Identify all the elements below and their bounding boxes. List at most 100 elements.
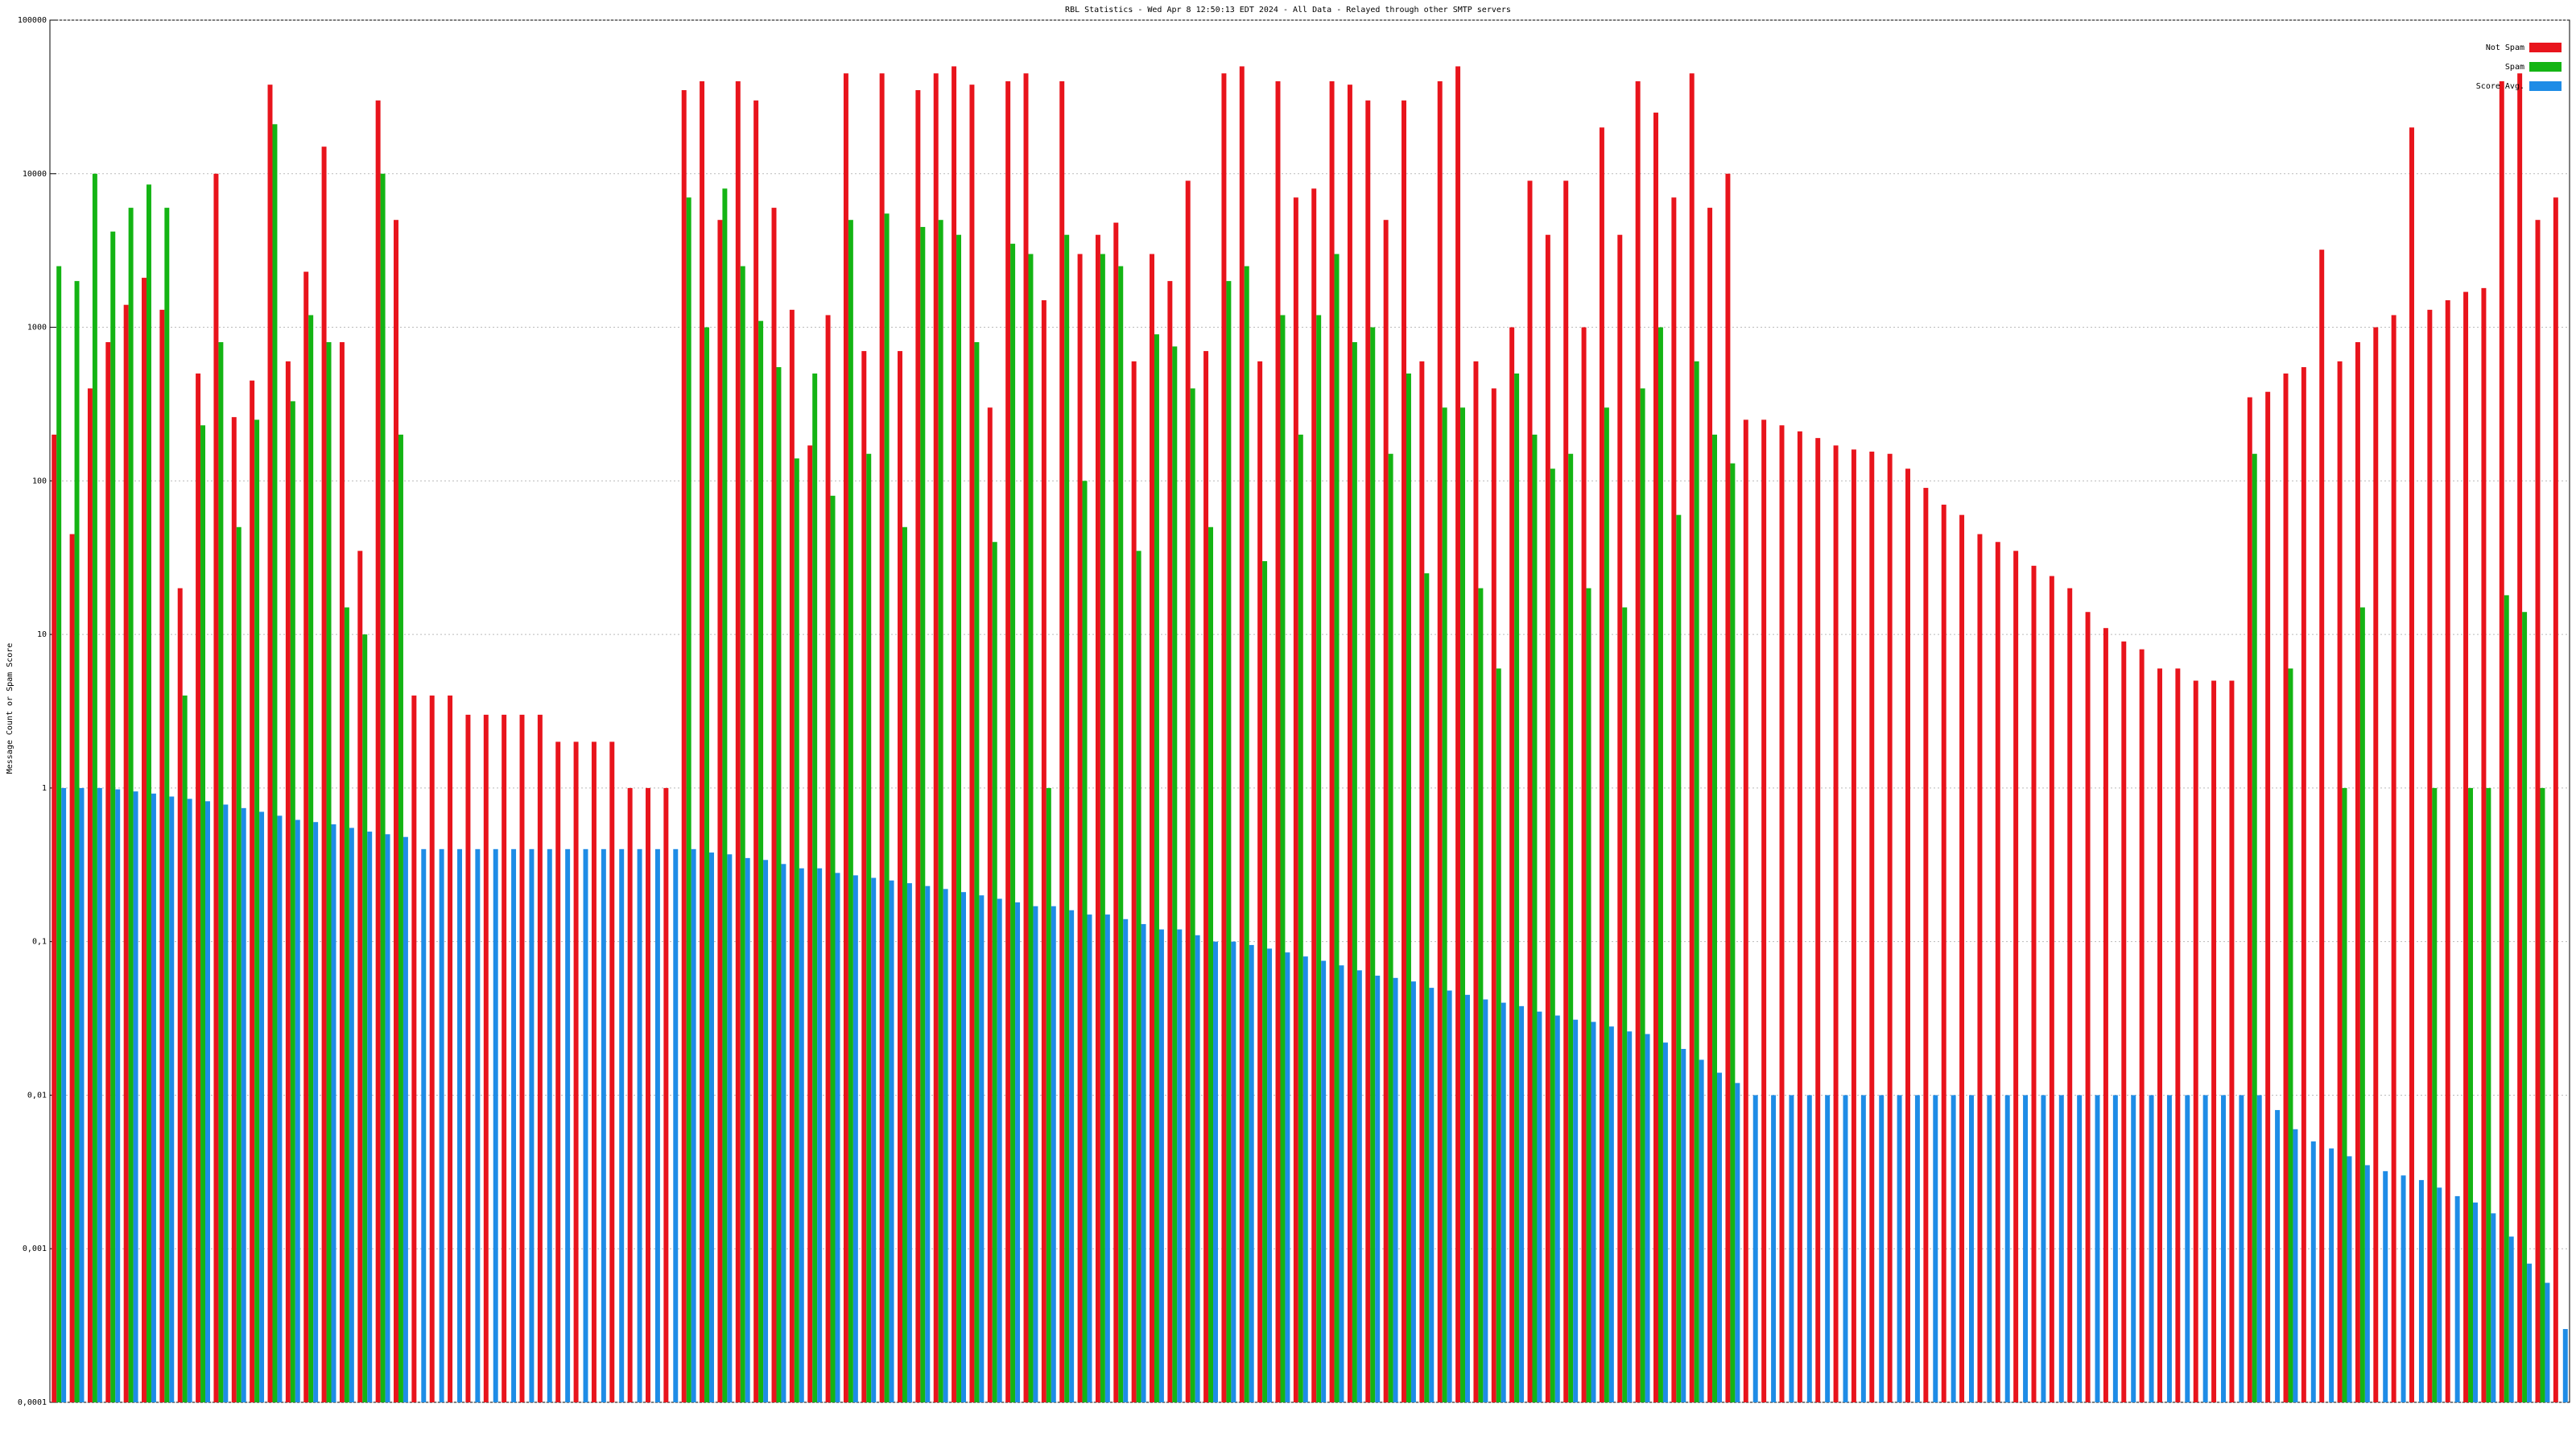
bar (2288, 668, 2293, 1402)
bar (92, 173, 97, 1402)
bar (2265, 391, 2271, 1402)
bar (1437, 80, 1443, 1403)
bar (2540, 787, 2545, 1402)
bar (2508, 1236, 2514, 1402)
bar (2337, 361, 2343, 1402)
bar (771, 208, 777, 1403)
bar (2527, 1263, 2533, 1402)
bar (1082, 481, 1088, 1403)
bar (1005, 80, 1011, 1403)
bar (362, 634, 368, 1402)
legend-swatch (2529, 43, 2562, 52)
bar (1496, 668, 1501, 1402)
bar (1208, 526, 1214, 1402)
bar (961, 892, 966, 1402)
bar (1406, 373, 1411, 1403)
bar (1851, 449, 1856, 1402)
legend-label: Score Avg. (2476, 82, 2524, 91)
bar (1095, 234, 1100, 1402)
bar (1815, 438, 1821, 1402)
bar (915, 89, 921, 1402)
bar (2391, 315, 2396, 1403)
bar (583, 848, 588, 1402)
bar (992, 542, 997, 1402)
bar (321, 147, 327, 1402)
bar (87, 388, 93, 1403)
bar (537, 714, 543, 1402)
bar (1100, 254, 1105, 1402)
bar (799, 868, 804, 1402)
bar (1298, 434, 1303, 1402)
bar (1923, 488, 1929, 1402)
legend-label: Spam (2505, 63, 2524, 72)
bar (1833, 445, 1839, 1402)
bar (879, 73, 885, 1403)
bar (2517, 73, 2523, 1403)
bar (1131, 361, 1137, 1402)
bar (1267, 948, 1273, 1402)
bar (2149, 1095, 2154, 1402)
bar (1195, 935, 1200, 1402)
bar (1707, 208, 1713, 1403)
bar (2157, 668, 2162, 1402)
bar (1905, 469, 1910, 1402)
bar (115, 789, 121, 1402)
bar (1914, 1095, 1920, 1402)
bar (385, 834, 390, 1402)
bar (2283, 373, 2289, 1403)
bar (1402, 100, 1406, 1402)
bar (223, 804, 229, 1402)
bar (646, 787, 650, 1402)
bar (745, 857, 750, 1402)
bar (357, 551, 363, 1403)
bar (272, 124, 278, 1402)
y-tick-label: 10000 (23, 170, 47, 179)
bar (529, 848, 535, 1402)
bar (1563, 180, 1569, 1402)
bar (943, 889, 948, 1402)
bar (2139, 649, 2145, 1402)
bar (2058, 1095, 2064, 1402)
bar (2077, 1095, 2083, 1402)
y-tick-label: 0,0001 (18, 1398, 47, 1407)
bar (952, 66, 957, 1403)
bar (1293, 197, 1298, 1403)
bar (2112, 1095, 2118, 1402)
bar (884, 213, 890, 1403)
bar (2481, 287, 2487, 1402)
bar (1177, 929, 1183, 1402)
bar (1879, 1095, 1885, 1402)
bar (1388, 453, 1393, 1402)
bar (196, 373, 201, 1403)
bar (1244, 266, 1249, 1402)
bar (61, 787, 67, 1402)
bar (2445, 299, 2450, 1403)
bar (511, 848, 517, 1402)
bar (2319, 250, 2325, 1402)
bar (789, 309, 795, 1403)
bar (691, 848, 696, 1402)
bar (2301, 367, 2306, 1402)
bar (1311, 188, 1317, 1402)
bar (367, 832, 373, 1402)
bar (1257, 361, 1263, 1402)
bar (979, 895, 985, 1402)
bar (1987, 1095, 1992, 1402)
bar (380, 173, 386, 1402)
bar (339, 342, 345, 1402)
bar (1581, 327, 1587, 1402)
bar (1599, 127, 1604, 1403)
bar (709, 852, 714, 1402)
bar (727, 854, 733, 1402)
bar (825, 315, 831, 1403)
bar (1370, 327, 1376, 1402)
bar (1617, 234, 1623, 1402)
bar (2211, 680, 2217, 1402)
bar (331, 824, 336, 1402)
bar (2463, 291, 2469, 1402)
bar (394, 220, 398, 1402)
bar (1347, 85, 1352, 1402)
bar (1447, 990, 1452, 1402)
bar (1455, 66, 1461, 1403)
bar (421, 848, 427, 1402)
